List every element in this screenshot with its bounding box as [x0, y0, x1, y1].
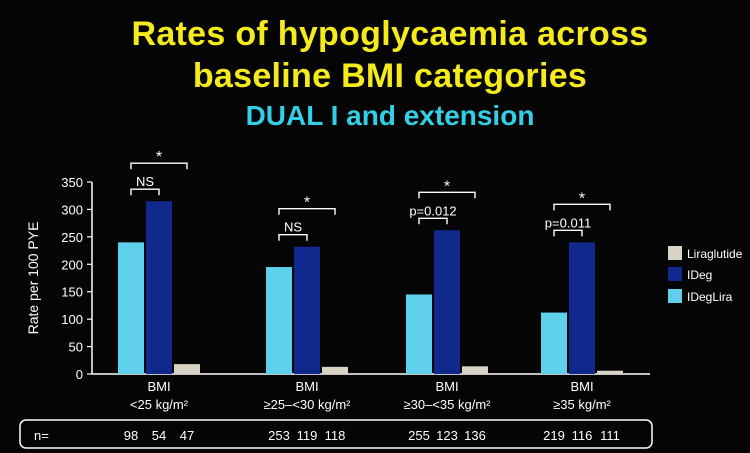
y-tick-label: 200: [61, 257, 83, 272]
comparison-ideglira-liraglutide-label: *: [156, 149, 162, 166]
y-tick-label: 350: [61, 175, 83, 190]
x-category-label: BMI: [570, 379, 593, 394]
legend-label-ideg: IDeg: [687, 268, 712, 282]
comparison-ideglira-ideg-label: NS: [284, 220, 302, 235]
comparison-ideglira-liraglutide-bracket: [130, 162, 188, 170]
y-tick-label: 150: [61, 285, 83, 300]
comparison-ideglira-liraglutide-label: *: [579, 190, 585, 207]
n-value: 136: [464, 428, 486, 443]
n-value: 98: [124, 428, 138, 443]
x-category-label: BMI: [435, 379, 458, 394]
bar-ideg: [569, 242, 595, 374]
comparison-ideglira-liraglutide-label: *: [444, 178, 450, 195]
bar-ideglira: [406, 294, 432, 374]
slide-title-line2: baseline BMI categories: [192, 57, 588, 95]
legend-swatch-ideglira: [668, 289, 682, 303]
comparison-ideglira-ideg-label: p=0.012: [409, 203, 456, 218]
n-table: n= 98 54 47 253 119 118 255 123 136 219 116 111: [19, 419, 653, 449]
y-tick-label: 50: [69, 340, 83, 355]
legend-swatch-liraglutide: [668, 246, 682, 260]
legend-swatch-ideg: [668, 267, 682, 281]
n-value: 54: [152, 428, 166, 443]
comparison-ideglira-ideg-bracket: [278, 234, 308, 241]
bar-ideg: [294, 246, 320, 374]
y-tick-label: 250: [61, 230, 83, 245]
x-category-label: BMI: [295, 379, 318, 394]
bar-ideg: [146, 201, 172, 374]
bar-ideglira: [118, 242, 144, 374]
x-category-label: BMI: [147, 379, 170, 394]
comparison-ideglira-ideg-bracket: [130, 188, 160, 196]
bar-liraglutide: [462, 366, 488, 374]
bar-liraglutide: [322, 366, 348, 374]
x-category-sublabel: ≥30–<35 kg/m²: [404, 397, 492, 412]
n-value: 118: [325, 428, 346, 443]
n-value: 253: [268, 428, 290, 443]
comparison-ideglira-liraglutide-bracket: [553, 203, 611, 211]
y-axis-label: Rate per 100 PYE: [25, 222, 41, 335]
chart-bars: [118, 201, 623, 374]
comparison-ideglira-liraglutide-label: *: [304, 195, 310, 212]
n-value: 119: [297, 428, 318, 443]
n-value: 47: [180, 428, 194, 443]
x-category-sublabel: <25 kg/m²: [130, 397, 189, 412]
bar-liraglutide: [597, 370, 623, 374]
n-value: 116: [572, 428, 593, 443]
bar-liraglutide: [174, 364, 200, 374]
bar-ideglira: [266, 267, 292, 374]
chart-legend: Liraglutide IDeg IDegLira: [668, 246, 743, 304]
slide-subtitle: DUAL I and extension: [245, 100, 535, 131]
y-tick-label: 0: [76, 367, 83, 382]
comparison-ideglira-ideg-label: p=0.011: [545, 215, 591, 230]
bar-ideglira: [541, 312, 567, 374]
y-tick-label: 100: [61, 312, 83, 327]
x-axis-labels: BMI <25 kg/m² BMI ≥25–<30 kg/m² BMI ≥30–<35 k…: [130, 379, 612, 412]
y-tick-label: 300: [61, 202, 83, 217]
comparison-ideglira-liraglutide-bracket: [418, 191, 476, 199]
n-value: 123: [436, 428, 458, 443]
n-table-label: n=: [34, 428, 49, 443]
legend-label-ideglira: IDegLira: [687, 290, 733, 304]
chart-annotations: NS*NS* p=0.012*p=0.011*: [130, 149, 611, 241]
bar-ideg: [434, 230, 460, 374]
comparison-ideglira-ideg-bracket: [418, 217, 448, 225]
x-category-sublabel: ≥25–<30 kg/m²: [264, 397, 352, 412]
comparison-ideglira-ideg-bracket: [553, 229, 583, 237]
n-table-frame: [19, 419, 653, 449]
n-value: 219: [543, 428, 565, 443]
x-category-sublabel: ≥35 kg/m²: [553, 397, 611, 412]
n-value: 255: [408, 428, 430, 443]
comparison-ideglira-ideg-label: NS: [136, 174, 154, 189]
legend-label-liraglutide: Liraglutide: [687, 247, 743, 261]
slide-title-line1: Rates of hypoglycaemia across: [131, 15, 649, 53]
comparison-ideglira-liraglutide-bracket: [278, 208, 336, 215]
n-value: 111: [600, 428, 620, 443]
